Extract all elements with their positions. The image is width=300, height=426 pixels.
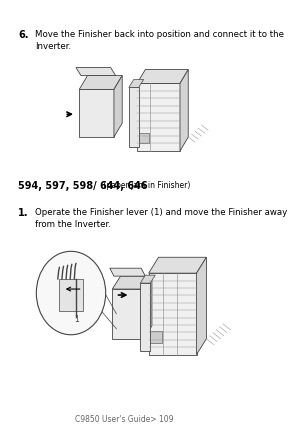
Text: Move the Finisher back into position and connect it to the
Inverter.: Move the Finisher back into position and…	[35, 30, 284, 51]
Text: 6.: 6.	[18, 30, 29, 40]
Polygon shape	[196, 257, 206, 354]
Bar	[112, 289, 144, 339]
Bar	[139, 133, 148, 143]
Polygon shape	[76, 68, 116, 75]
Polygon shape	[148, 257, 206, 273]
Polygon shape	[112, 276, 152, 289]
Polygon shape	[140, 275, 155, 283]
Text: Operate the Finisher lever (1) and move the Finisher away
from the Inverter.: Operate the Finisher lever (1) and move …	[35, 207, 287, 229]
Circle shape	[36, 251, 106, 335]
Text: 594, 597, 598/ 644, 646: 594, 597, 598/ 644, 646	[18, 181, 148, 191]
Polygon shape	[110, 268, 145, 276]
Bar	[148, 273, 196, 354]
Text: 1: 1	[74, 315, 79, 324]
Bar	[129, 87, 139, 147]
Polygon shape	[129, 80, 144, 87]
Bar	[150, 331, 162, 343]
Polygon shape	[79, 75, 122, 89]
Text: C9850 User's Guide> 109: C9850 User's Guide> 109	[75, 415, 173, 424]
Bar	[137, 83, 180, 151]
Text: (paper jam in Finisher): (paper jam in Finisher)	[101, 181, 190, 190]
Bar	[59, 279, 83, 311]
Polygon shape	[144, 276, 152, 339]
Bar	[79, 89, 114, 137]
Text: 1.: 1.	[18, 207, 29, 218]
Polygon shape	[114, 75, 122, 137]
Polygon shape	[137, 69, 188, 83]
Polygon shape	[180, 69, 188, 151]
Bar	[140, 283, 150, 351]
